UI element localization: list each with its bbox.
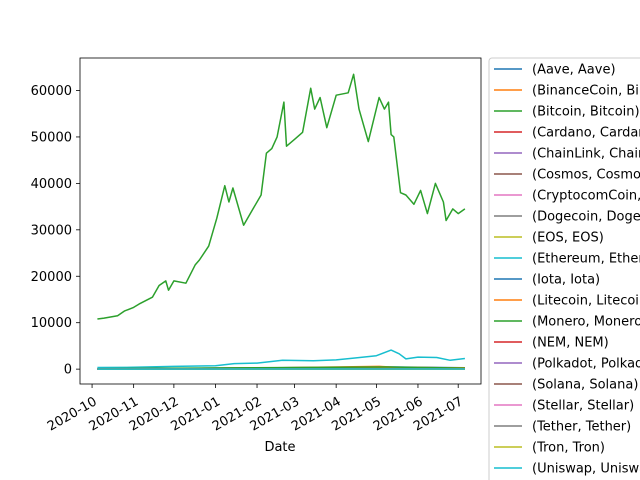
legend-frame <box>488 57 640 480</box>
y-tick-label: 20000 <box>31 270 72 285</box>
y-tick-label: 40000 <box>31 177 72 192</box>
legend-label: (Bitcoin, Bitcoin) <box>532 105 640 120</box>
legend-label: (Solana, Solana) <box>532 378 638 393</box>
legend-label: (Uniswap, Uniswap) <box>532 462 640 477</box>
legend-label: (Ethereum, Ethereum) <box>532 252 640 267</box>
legend-label: (Cardano, Cardano) <box>532 126 640 141</box>
legend: (Aave, Aave) (BinanceCoin, BinanceCoin) (B… <box>488 57 640 480</box>
y-tick-label: 60000 <box>31 84 72 99</box>
legend-label: (Tether, Tether) <box>532 420 631 435</box>
legend-label: (Monero, Monero) <box>532 315 640 330</box>
y-tick-label: 0 <box>64 363 72 378</box>
legend-label: (BinanceCoin, BinanceCoin) <box>532 84 640 99</box>
axes-layer: 01000020000300004000050000600002020-1020… <box>31 84 466 435</box>
legend-label: (Iota, Iota) <box>532 273 600 288</box>
series-line-9 <box>97 349 465 369</box>
series-line-12 <box>97 366 465 370</box>
legend-label: (CryptocomCoin, CryptocomCoin) <box>532 189 640 204</box>
y-tick-label: 30000 <box>31 223 72 238</box>
series-line-2 <box>97 73 466 320</box>
legend-label: (Aave, Aave) <box>532 63 616 78</box>
plot-frame <box>79 57 482 385</box>
legend-label: (EOS, EOS) <box>532 231 604 246</box>
y-tick-label: 10000 <box>31 316 72 331</box>
legend-label: (Dogecoin, Dogecoin) <box>532 210 640 225</box>
legend-label: (Cosmos, Cosmos) <box>532 168 640 183</box>
series-layer <box>97 73 466 370</box>
legend-label: (Polkadot, Polkadot) <box>532 357 640 372</box>
x-axis-label: Date <box>264 440 295 455</box>
legend-label: (ChainLink, ChainLink) <box>532 147 640 162</box>
legend-label: (Tron, Tron) <box>532 441 605 456</box>
y-tick-label: 50000 <box>31 130 72 145</box>
legend-label: (NEM, NEM) <box>532 336 609 351</box>
legend-label: (Litecoin, Litecoin) <box>532 294 640 309</box>
legend-label: (Stellar, Stellar) <box>532 399 634 414</box>
